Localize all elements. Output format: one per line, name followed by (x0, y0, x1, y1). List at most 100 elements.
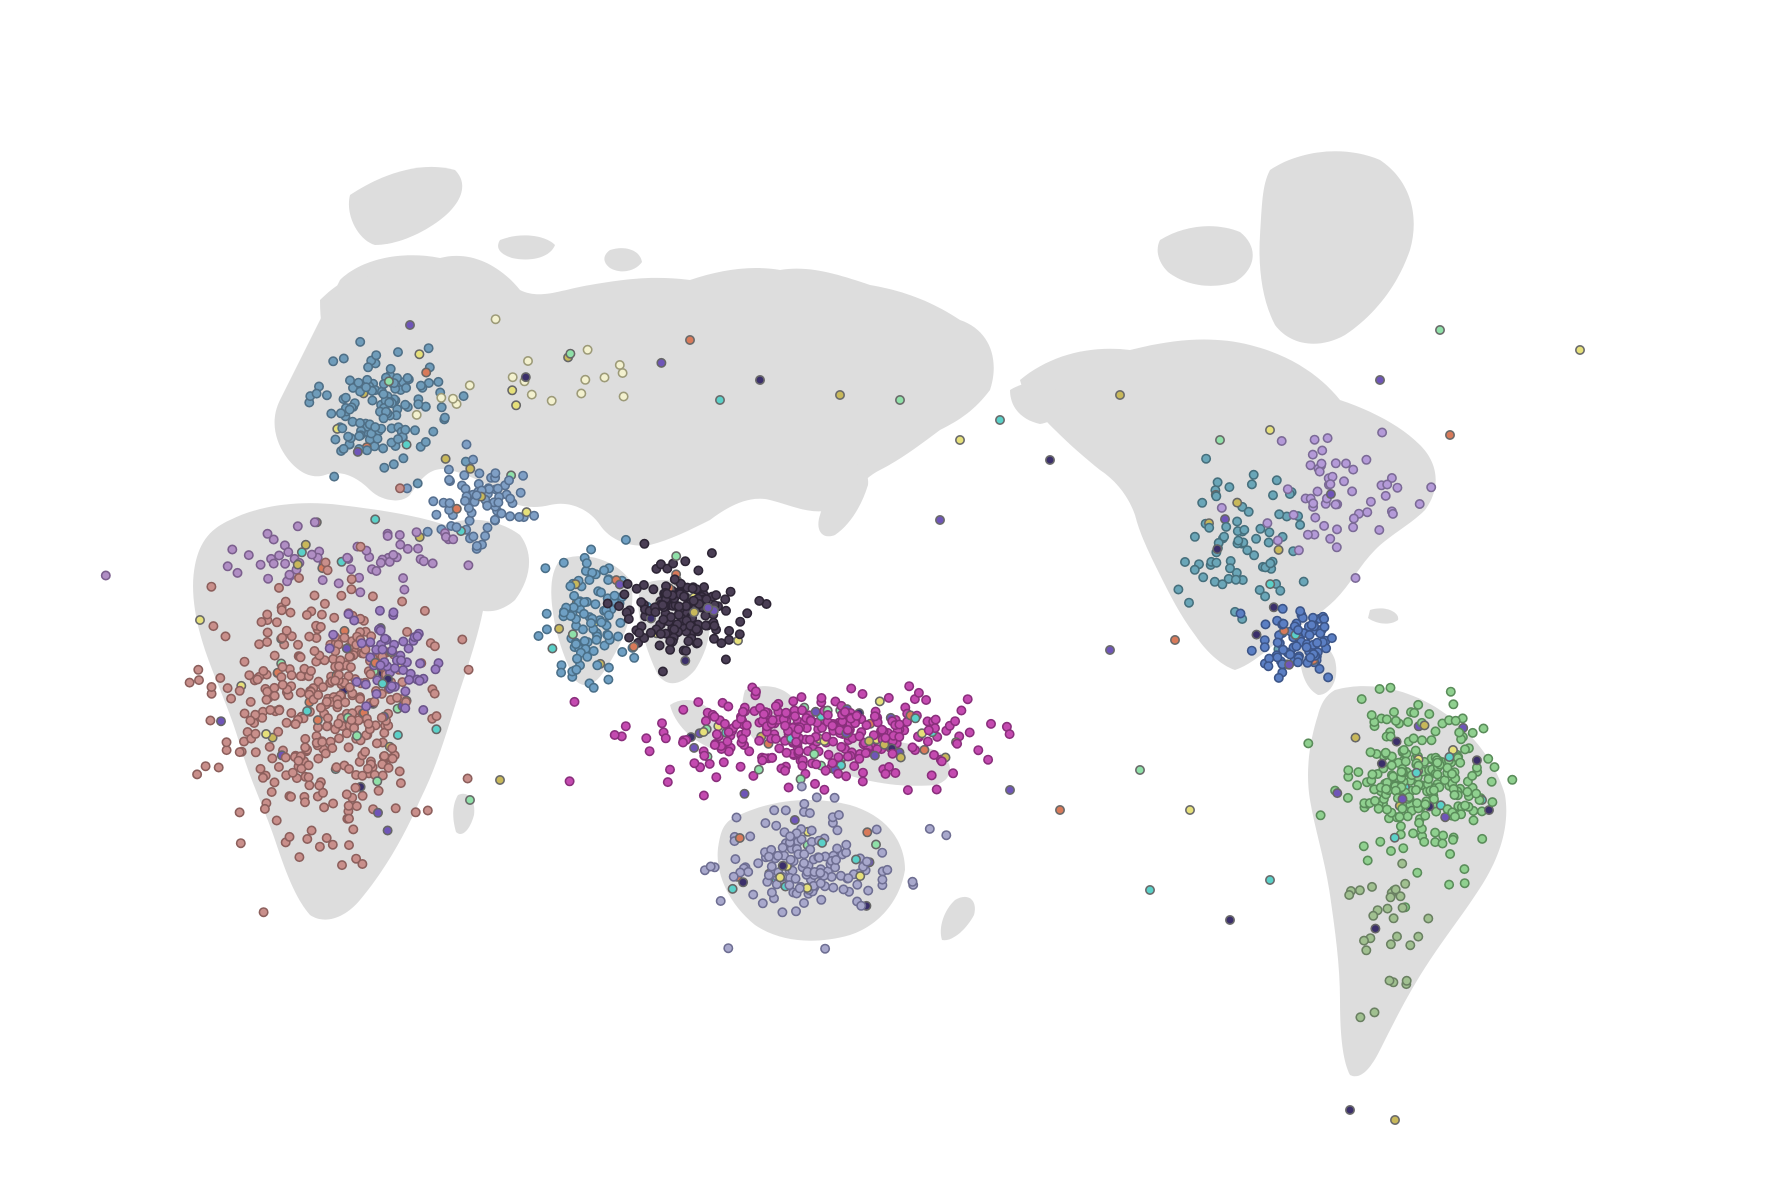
settlement-point (271, 617, 282, 628)
land-europe (274, 255, 994, 546)
settlement-point (1348, 522, 1359, 533)
settlement-point (907, 742, 918, 753)
settlement-point (1232, 497, 1243, 508)
settlement-point (258, 907, 269, 918)
settlement-point (360, 746, 371, 757)
settlement-point (1273, 672, 1284, 683)
settlement-point (451, 522, 462, 533)
settlement-point (887, 748, 898, 759)
settlement-point (429, 688, 440, 699)
settlement-point (392, 347, 403, 358)
settlement-point (1448, 834, 1459, 845)
settlement-point (838, 884, 849, 895)
settlement-point (1265, 558, 1276, 569)
settlement-point (622, 578, 633, 589)
settlement-point (1405, 940, 1416, 951)
settlement-point (1382, 804, 1393, 815)
settlement-point (474, 468, 485, 479)
settlement-point (1386, 845, 1397, 856)
settlement-point (796, 692, 807, 703)
settlement-point (321, 696, 332, 707)
settlement-point (842, 751, 853, 762)
settlement-point (715, 895, 726, 906)
settlement-point (1304, 629, 1315, 640)
settlement-point (306, 549, 317, 560)
settlement-point (737, 733, 748, 744)
settlement-point (356, 638, 367, 649)
settlement-point (239, 708, 250, 719)
settlement-point (862, 827, 873, 838)
settlement-point (639, 538, 650, 549)
settlement-point (789, 711, 800, 722)
settlement-point (351, 853, 362, 864)
settlement-point (739, 788, 750, 799)
settlement-point (833, 809, 844, 820)
settlement-point (684, 334, 695, 345)
settlement-point (280, 558, 291, 569)
settlement-point (274, 705, 285, 716)
settlement-point (507, 372, 518, 383)
land-japan (818, 462, 869, 537)
settlement-point (343, 609, 354, 620)
settlement-point (830, 854, 841, 865)
settlement-point (1353, 767, 1364, 778)
settlement-point (570, 639, 581, 650)
settlement-point (798, 897, 809, 908)
settlement-point (496, 508, 507, 519)
settlement-point (1397, 803, 1408, 814)
settlement-point (259, 803, 270, 814)
settlement-point (1295, 519, 1306, 530)
settlement-point (383, 376, 394, 387)
settlement-point (232, 567, 243, 578)
settlement-point (329, 612, 340, 623)
settlement-point (343, 431, 354, 442)
settlement-point (245, 696, 256, 707)
settlement-point (1468, 815, 1479, 826)
settlement-point (1402, 811, 1413, 822)
settlement-point (354, 431, 365, 442)
settlement-point (1246, 479, 1257, 490)
settlement-point (1278, 644, 1289, 655)
settlement-point (763, 870, 774, 881)
settlement-point (482, 522, 493, 533)
settlement-point (344, 682, 355, 693)
settlement-point (547, 643, 558, 654)
land-new-zealand (940, 896, 975, 941)
settlement-point (1322, 433, 1333, 444)
settlement-point (1284, 659, 1295, 670)
settlement-point (404, 674, 415, 685)
settlement-point (829, 792, 840, 803)
settlement-point (520, 372, 531, 383)
settlement-point (1285, 649, 1296, 660)
settlement-point (1392, 931, 1403, 942)
settlement-point (1358, 841, 1369, 852)
settlement-point (382, 825, 393, 836)
settlement-point (648, 584, 659, 595)
settlement-point (333, 718, 344, 729)
settlement-point (797, 760, 808, 771)
settlement-point (398, 636, 409, 647)
settlement-point (371, 350, 382, 361)
settlement-point (440, 453, 451, 464)
settlement-point (725, 586, 736, 597)
settlement-point (261, 728, 272, 739)
settlement-point (283, 547, 294, 558)
settlement-point (255, 763, 266, 774)
settlement-point (948, 768, 959, 779)
settlement-point (1273, 544, 1284, 555)
settlement-point (541, 624, 552, 635)
settlement-point (1189, 564, 1200, 575)
settlement-point (1471, 755, 1482, 766)
settlement-point (1342, 792, 1353, 803)
settlement-point (239, 656, 250, 667)
settlement-point (431, 711, 442, 722)
settlement-point (664, 764, 675, 775)
settlement-point (322, 565, 333, 576)
settlement-point (769, 805, 780, 816)
settlement-point (709, 739, 720, 750)
settlement-point (657, 599, 668, 610)
settlement-point (579, 635, 590, 646)
settlement-point (1459, 878, 1470, 889)
settlement-point (571, 653, 582, 664)
